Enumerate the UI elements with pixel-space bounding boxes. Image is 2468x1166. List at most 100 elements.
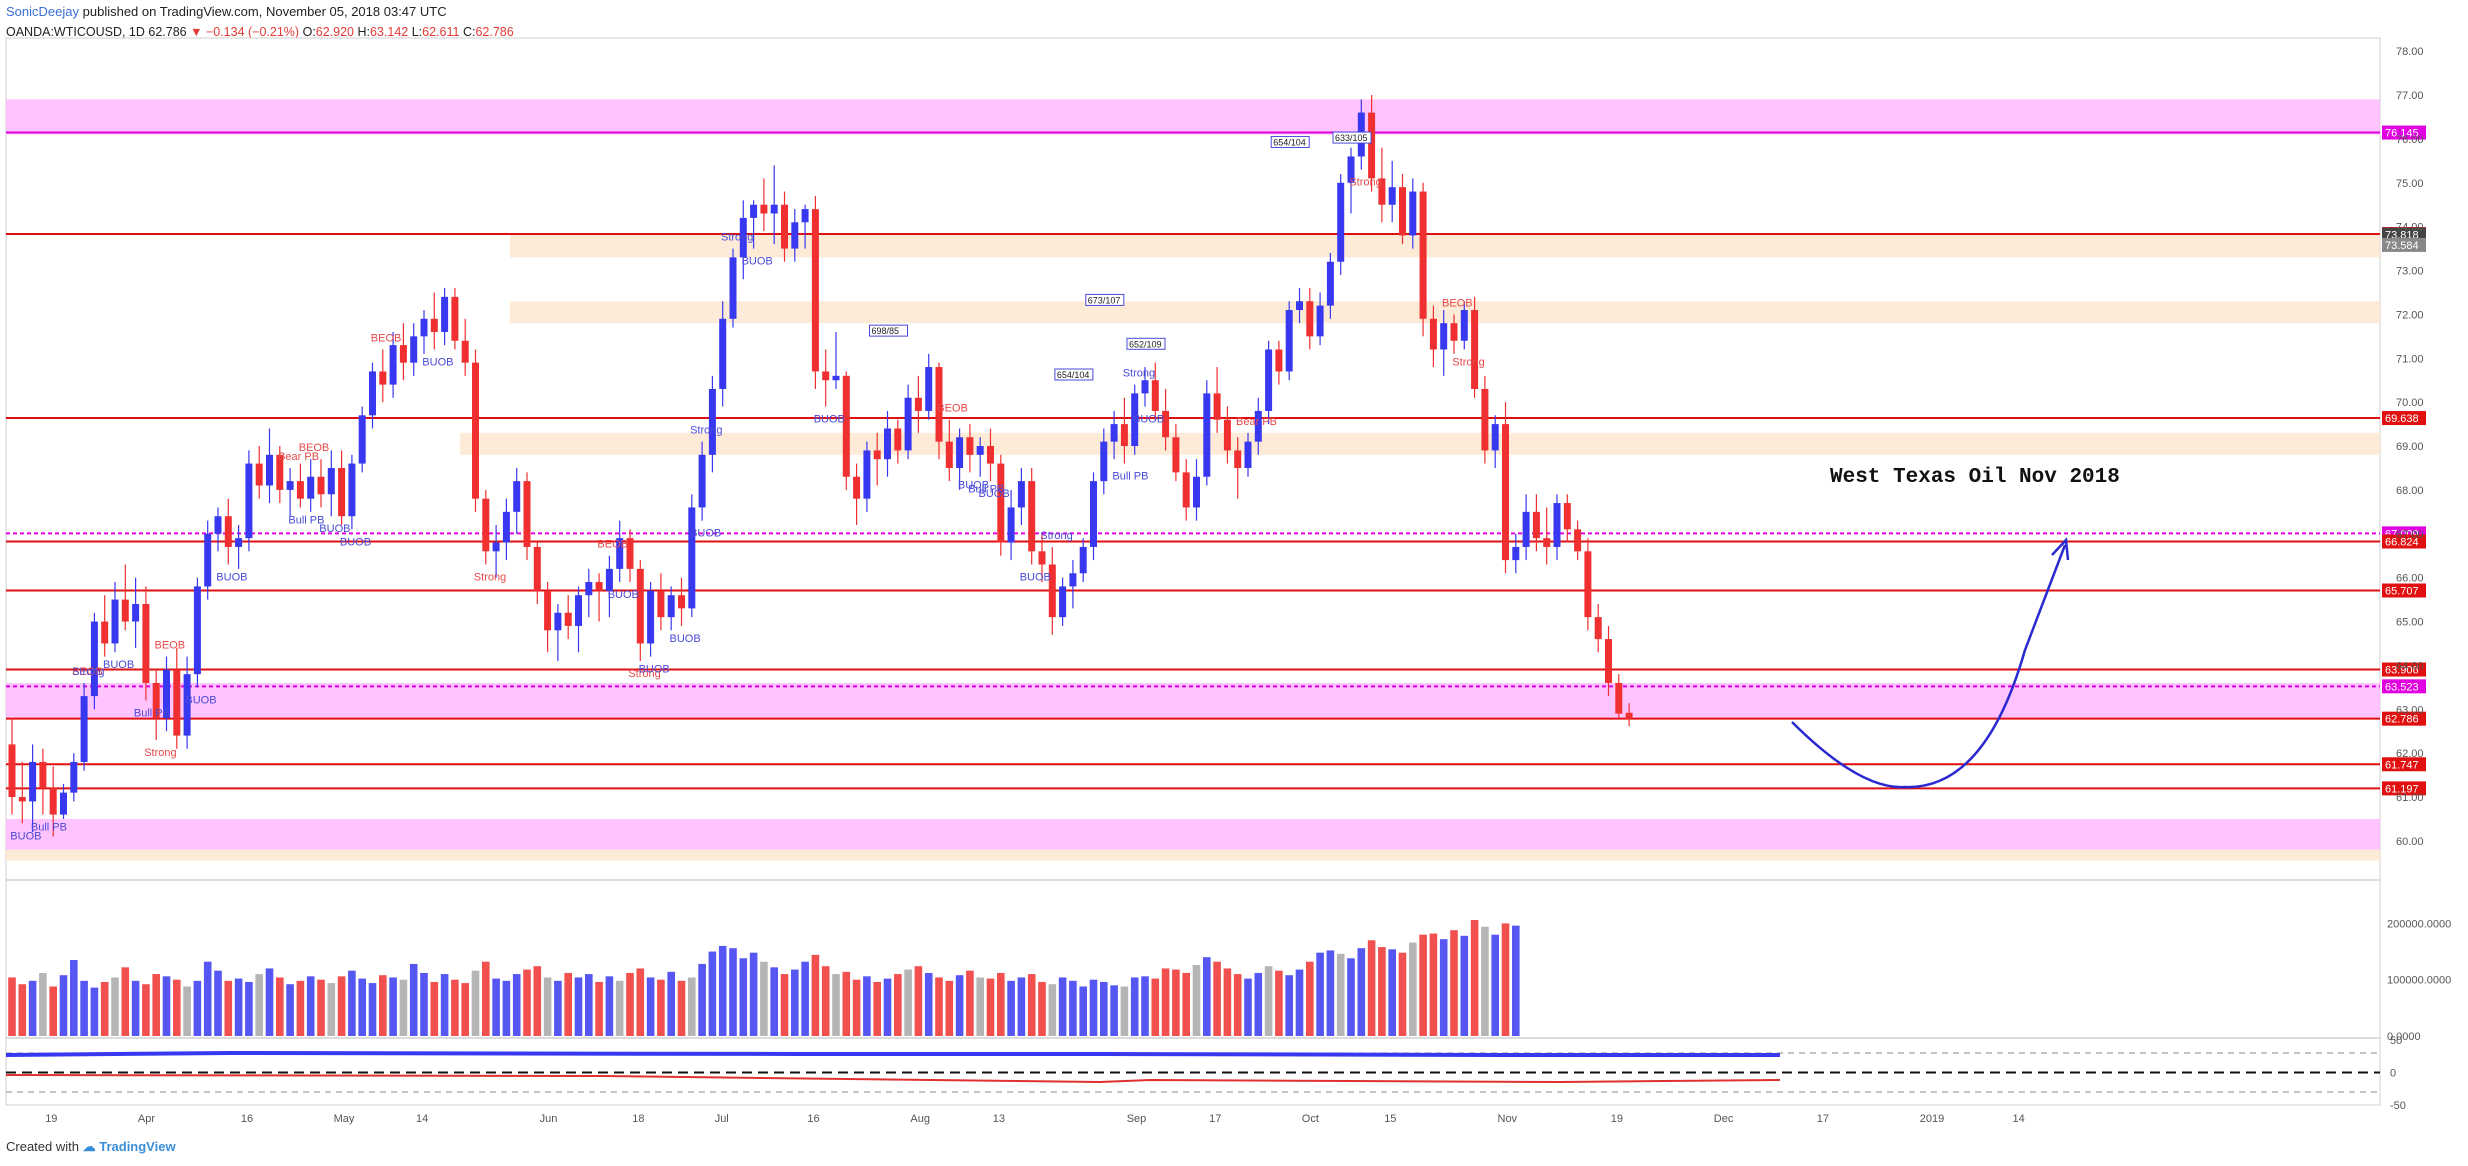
volume-bar [492, 978, 500, 1036]
volume-bar [100, 981, 109, 1036]
price-tick-label: 60.00 [2396, 836, 2424, 848]
candle-body [1090, 481, 1097, 547]
candle-body [585, 582, 593, 596]
volume-bar [1058, 977, 1067, 1036]
signal-label: BUOB [814, 414, 845, 426]
signal-label: Strong [72, 666, 104, 678]
volume-bar [1213, 961, 1221, 1036]
ratio-box [869, 324, 908, 337]
volume-bar [8, 977, 16, 1036]
candle-body [533, 546, 541, 591]
author-link[interactable]: SonicDeejay [6, 4, 79, 19]
candle-body [1553, 503, 1561, 547]
volume-bar [657, 979, 665, 1036]
demand-zone [6, 682, 2380, 719]
volume-bar [90, 987, 99, 1036]
volume-bar [1130, 977, 1139, 1036]
candle-body [235, 538, 243, 547]
volume-bar [997, 972, 1005, 1036]
time-tick-label: 19 [1611, 1113, 1623, 1125]
candle-body [1388, 187, 1396, 205]
candle-body [884, 428, 891, 460]
signal-label: BUOB [422, 357, 453, 369]
signal-label: Bear PB [1236, 416, 1277, 428]
volume-bar [348, 970, 356, 1036]
volume-bar [1100, 981, 1108, 1036]
candle-body [956, 437, 964, 468]
price-level-tag [2382, 781, 2426, 796]
candle-body [770, 204, 778, 214]
candle-body [781, 204, 788, 249]
volume-bar [698, 963, 706, 1036]
volume-bar [718, 945, 727, 1036]
candle-body [1460, 310, 1468, 341]
volume-bar [142, 984, 150, 1036]
volume-bar [234, 978, 243, 1036]
candle-body [616, 538, 624, 569]
candle-body [904, 397, 912, 451]
signal-label: Bull PB [134, 708, 170, 720]
candle-body [564, 612, 572, 626]
created-with-text: Created with [6, 1139, 79, 1154]
volume-bar [760, 961, 768, 1036]
candle-body [914, 397, 922, 411]
signal-label: BEOB [72, 666, 103, 678]
candle-body [1048, 564, 1056, 618]
price-tick-label: 61.00 [2396, 792, 2424, 804]
ratio-box-label: 654/104 [1057, 370, 1090, 380]
volume-bar [1182, 972, 1190, 1036]
candle-body [678, 595, 685, 609]
time-tick-label: 16 [241, 1113, 253, 1125]
candle-body [1017, 481, 1025, 508]
volume-bar [1450, 930, 1458, 1036]
volume-bar [791, 969, 799, 1036]
volume-bar [832, 974, 840, 1036]
price-level-label: 61.747 [2385, 759, 2419, 771]
price-level-label: 73.584 [2385, 240, 2419, 252]
volume-bar [59, 975, 68, 1036]
candle-body [389, 345, 397, 385]
candle-body [255, 463, 263, 486]
candle-body [1213, 393, 1221, 420]
candle-body [729, 257, 737, 319]
volume-bar [430, 981, 439, 1036]
signal-label: BUOB [103, 659, 134, 671]
signal-label: BUOB [979, 488, 1010, 500]
candle-body [523, 481, 531, 547]
candle-body [173, 669, 181, 736]
volume-bar [986, 978, 995, 1036]
volume-bar [924, 972, 933, 1036]
price-level-tag [2382, 534, 2426, 549]
price-tick-label: 70.00 [2396, 397, 2424, 409]
volume-bar [245, 981, 253, 1036]
open-label: O: [302, 25, 316, 39]
volume-bar [873, 981, 881, 1036]
candle-body [750, 204, 758, 218]
candle-body [379, 371, 387, 385]
candle-body [657, 590, 665, 618]
time-tick-label: 14 [2013, 1113, 2025, 1125]
candle-body [1131, 393, 1139, 447]
candle-body [863, 450, 871, 499]
demand-zone [6, 849, 2380, 861]
candle-body [276, 454, 284, 490]
price-tick-label: 78.00 [2396, 46, 2424, 58]
volume-bar [1378, 947, 1386, 1036]
volume-bar [1172, 969, 1180, 1036]
ratio-box [1085, 293, 1125, 306]
ratio-box-label: 654/104 [1273, 137, 1306, 147]
candle-body [60, 792, 67, 815]
resistance-zone [460, 432, 2380, 455]
tradingview-logo[interactable]: ☁ TradingView [82, 1139, 176, 1154]
signal-label: BUOB [216, 571, 247, 583]
signal-label: BUOB [319, 523, 350, 535]
candle-body [1316, 305, 1324, 337]
candle-body [1151, 380, 1159, 411]
candle-body [1285, 310, 1293, 372]
volume-bar [183, 986, 191, 1036]
candle-body [1028, 481, 1036, 552]
volume-bar [945, 980, 954, 1036]
volume-bar [1388, 949, 1396, 1036]
time-tick-label: 2019 [1920, 1113, 1944, 1125]
